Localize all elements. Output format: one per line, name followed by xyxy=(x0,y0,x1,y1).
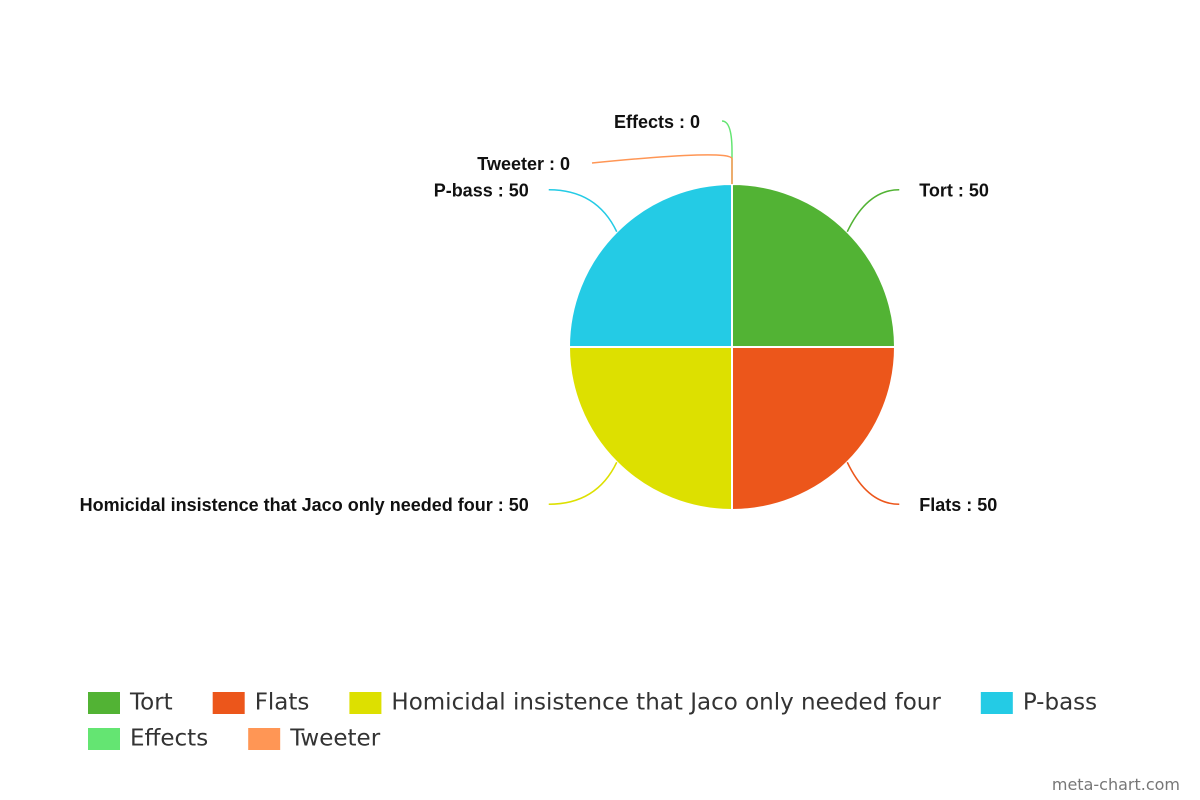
label-connector xyxy=(548,188,618,233)
pie-slice xyxy=(567,182,733,348)
data-label: Homicidal insistence that Jaco only need… xyxy=(80,495,529,515)
legend-label: Tweeter xyxy=(289,726,381,752)
legend-swatch xyxy=(88,728,120,750)
legend-label: Homicidal insistence that Jaco only need… xyxy=(391,690,941,716)
label-connector xyxy=(591,154,733,184)
pie-slice xyxy=(567,346,733,512)
label-connector xyxy=(548,461,618,506)
label-connector xyxy=(846,461,900,506)
label-connector xyxy=(721,120,733,184)
data-label: P-bass : 50 xyxy=(434,180,529,200)
legend-swatch xyxy=(88,692,120,714)
watermark: meta-chart.com xyxy=(1052,775,1180,794)
legend-label: Tort xyxy=(129,690,173,716)
data-label: Tort : 50 xyxy=(919,180,989,200)
legend-label: Effects xyxy=(130,726,208,752)
data-label: Flats : 50 xyxy=(919,495,997,515)
legend-swatch xyxy=(349,692,382,714)
legend-swatch xyxy=(248,728,281,750)
data-label: Tweeter : 0 xyxy=(477,154,570,174)
data-label: Effects : 0 xyxy=(614,112,700,132)
legend-swatch xyxy=(980,692,1013,714)
pie-slice xyxy=(731,182,897,348)
legend-label: Flats xyxy=(255,690,310,716)
label-connector xyxy=(846,188,900,233)
legend-label: P-bass xyxy=(1023,690,1097,716)
pie-slice xyxy=(731,346,897,512)
legend-swatch xyxy=(212,692,245,714)
